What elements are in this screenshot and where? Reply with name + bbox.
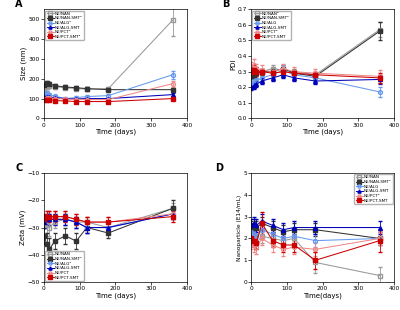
Y-axis label: Size (nm): Size (nm) — [21, 47, 27, 81]
X-axis label: Time (days): Time (days) — [302, 129, 343, 135]
X-axis label: Time (days): Time (days) — [95, 129, 136, 135]
Legend: NE/NAN, NE/NAN-SMTᵃ, NE/ALGᵃ, NE/ALG-SMT, NE/PCT, NE/PCT-SMT: NE/NAN, NE/NAN-SMTᵃ, NE/ALGᵃ, NE/ALG-SMT… — [45, 251, 84, 281]
Legend: NE/NANᵃ, NE/NAN-SMTᵃ, NE/ALG, NE/ALG-SMT, NE/PCTᵃ, NE/PCT-SMT: NE/NANᵃ, NE/NAN-SMTᵃ, NE/ALG, NE/ALG-SMT… — [252, 11, 291, 40]
Legend: NE/NAN, NE/NAN-SMTᵃ, NE/ALG, NE/ALG-SMT, NE/PCTᵃ, NE/PCT-SMT: NE/NAN, NE/NAN-SMTᵃ, NE/ALG, NE/ALG-SMT,… — [354, 174, 393, 204]
X-axis label: Time (days): Time (days) — [95, 293, 136, 299]
Text: A: A — [16, 0, 23, 9]
Y-axis label: Zeta (mV): Zeta (mV) — [20, 210, 26, 245]
Text: D: D — [216, 163, 224, 173]
X-axis label: Time(days): Time(days) — [303, 293, 342, 299]
Text: C: C — [16, 163, 23, 173]
Y-axis label: Nanoparticle (E14/mL): Nanoparticle (E14/mL) — [237, 194, 242, 261]
Text: B: B — [222, 0, 230, 9]
Y-axis label: PDI: PDI — [230, 58, 236, 69]
Legend: NE/NAN, NE/NAN-SMTᵃ, NE/ALGᵃ, NE/ALG-SMT, NE/PCTᵃ, NE/PCT-SMTᵃ: NE/NAN, NE/NAN-SMTᵃ, NE/ALGᵃ, NE/ALG-SMT… — [45, 11, 84, 40]
